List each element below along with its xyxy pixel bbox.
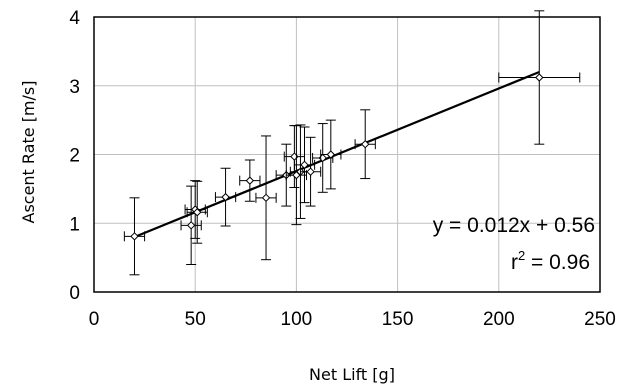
x-tick-label: 250 bbox=[584, 309, 616, 330]
data-point bbox=[185, 181, 205, 239]
r-squared-symbol: r bbox=[511, 251, 518, 274]
x-tick-label: 200 bbox=[483, 309, 515, 330]
y-tick-label: 1 bbox=[69, 214, 80, 235]
r-squared-label: r2 = 0.96 bbox=[511, 248, 590, 274]
x-tick-label: 100 bbox=[281, 309, 313, 330]
x-axis-label: Net Lift [g] bbox=[309, 365, 395, 384]
data-point bbox=[215, 168, 235, 226]
data-point bbox=[499, 11, 580, 144]
data-point bbox=[294, 127, 314, 203]
data-point bbox=[321, 120, 341, 189]
data-point bbox=[240, 160, 260, 201]
y-tick-label: 0 bbox=[69, 283, 80, 304]
data-point bbox=[313, 124, 333, 193]
tick-labels: 0 50 100 150 200 250 0 1 2 3 4 bbox=[69, 8, 615, 330]
r-squared-exponent: 2 bbox=[518, 248, 525, 263]
data-point bbox=[187, 181, 207, 243]
y-tick-label: 4 bbox=[69, 8, 80, 29]
data-point bbox=[181, 186, 201, 264]
x-tick-label: 150 bbox=[382, 309, 414, 330]
r-squared-value: = 0.96 bbox=[525, 251, 590, 274]
y-tick-label: 2 bbox=[69, 146, 80, 167]
fit-equation: y = 0.012x + 0.56 bbox=[433, 214, 595, 237]
data-point bbox=[124, 198, 144, 275]
x-tick-label: 0 bbox=[89, 309, 100, 330]
y-axis-label: Ascent Rate [m/s] bbox=[19, 81, 38, 224]
point-marker bbox=[246, 177, 253, 184]
data-point bbox=[355, 110, 375, 179]
point-marker bbox=[131, 233, 138, 240]
point-marker bbox=[536, 74, 543, 81]
point-marker bbox=[263, 194, 270, 201]
point-marker bbox=[307, 168, 314, 175]
data-point bbox=[300, 137, 320, 206]
x-tick-label: 50 bbox=[185, 309, 206, 330]
data-point bbox=[286, 126, 306, 225]
y-tick-label: 3 bbox=[69, 77, 80, 98]
